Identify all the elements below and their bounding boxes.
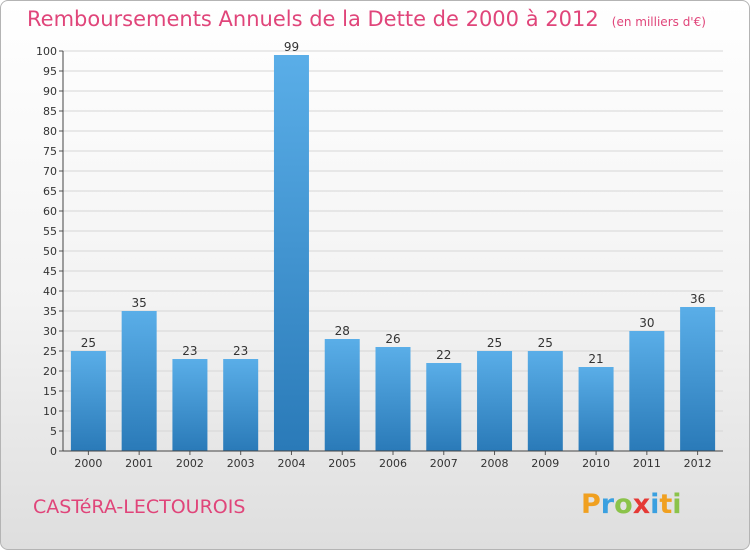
y-tick-label: 15 [43, 385, 57, 398]
y-tick-label: 0 [50, 445, 57, 458]
x-tick-label: 2011 [633, 457, 661, 470]
logo-letter: x [632, 489, 651, 520]
y-tick-label: 100 [36, 45, 57, 58]
y-tick-label: 80 [43, 125, 57, 138]
axes [62, 51, 723, 452]
x-tick-label: 2000 [74, 457, 102, 470]
y-tick-label: 20 [43, 365, 57, 378]
bar [324, 339, 360, 451]
bars: 25 35 23 23 99 28 26 22 25 25 21 30 36 [70, 40, 716, 451]
data-label: 36 [690, 292, 705, 306]
y-tick-label: 50 [43, 245, 57, 258]
bar [629, 331, 665, 451]
y-tick-label: 40 [43, 285, 57, 298]
bar [273, 55, 309, 451]
logo-letter: t [659, 489, 673, 520]
x-tick-label: 2007 [430, 457, 458, 470]
title-text: Remboursements Annuels de la Dette de 20… [27, 7, 599, 31]
bar [70, 351, 106, 451]
unit-text: (en milliers d'€) [611, 15, 706, 29]
x-tick-label: 2006 [379, 457, 407, 470]
bar [578, 367, 614, 451]
logo-letter: o [614, 489, 633, 520]
bar [426, 363, 462, 451]
bar [477, 351, 513, 451]
grid-lines [63, 50, 723, 452]
x-tick-label: 2008 [481, 457, 509, 470]
data-label: 28 [335, 324, 350, 338]
data-label: 99 [284, 40, 299, 54]
y-tick-label: 25 [43, 345, 57, 358]
x-tick-label: 2009 [531, 457, 559, 470]
y-tick-label: 75 [43, 145, 57, 158]
y-tick-label: 30 [43, 325, 57, 338]
bar [121, 311, 157, 451]
bar [223, 359, 259, 451]
y-tick-label: 10 [43, 405, 57, 418]
x-axis-ticks: 2000 2001 2002 2003 2004 2005 2006 2007 2008 2009… [74, 451, 712, 470]
x-tick-label: 2012 [684, 457, 712, 470]
data-label: 23 [233, 344, 248, 358]
y-tick-label: 60 [43, 205, 57, 218]
bar [527, 351, 563, 451]
y-tick-label: 70 [43, 165, 57, 178]
data-label: 22 [436, 348, 451, 362]
x-tick-label: 2001 [125, 457, 153, 470]
logo-letter: P [581, 489, 601, 520]
data-label: 25 [538, 336, 553, 350]
y-tick-label: 35 [43, 305, 57, 318]
chart-title: Remboursements Annuels de la Dette de 20… [27, 7, 706, 31]
x-tick-label: 2005 [328, 457, 356, 470]
data-label: 35 [132, 296, 147, 310]
data-label: 26 [385, 332, 400, 346]
data-label: 23 [182, 344, 197, 358]
x-tick-label: 2010 [582, 457, 610, 470]
logo-letter: i [672, 489, 682, 520]
data-label: 25 [81, 336, 96, 350]
y-tick-label: 95 [43, 65, 57, 78]
bar [680, 307, 716, 451]
x-tick-label: 2002 [176, 457, 204, 470]
commune-name: CASTéRA-LECTOUROIS [33, 496, 246, 518]
logo-letter: r [600, 489, 615, 520]
bar [375, 347, 411, 451]
data-label: 21 [588, 352, 603, 366]
y-tick-label: 5 [50, 425, 57, 438]
y-tick-label: 85 [43, 105, 57, 118]
bar [172, 359, 208, 451]
y-tick-label: 90 [43, 85, 57, 98]
x-tick-label: 2004 [277, 457, 305, 470]
y-tick-label: 45 [43, 265, 57, 278]
y-tick-label: 65 [43, 185, 57, 198]
data-label: 30 [639, 316, 654, 330]
proxiti-logo: Proxiti [581, 489, 682, 520]
data-label: 25 [487, 336, 502, 350]
x-tick-label: 2003 [227, 457, 255, 470]
y-tick-label: 55 [43, 225, 57, 238]
logo-letter: i [650, 489, 660, 520]
y-axis-ticks: 0 5 10 15 20 25 30 35 40 45 50 55 60 65 70 75 80 85 90 95 10… [36, 45, 63, 458]
